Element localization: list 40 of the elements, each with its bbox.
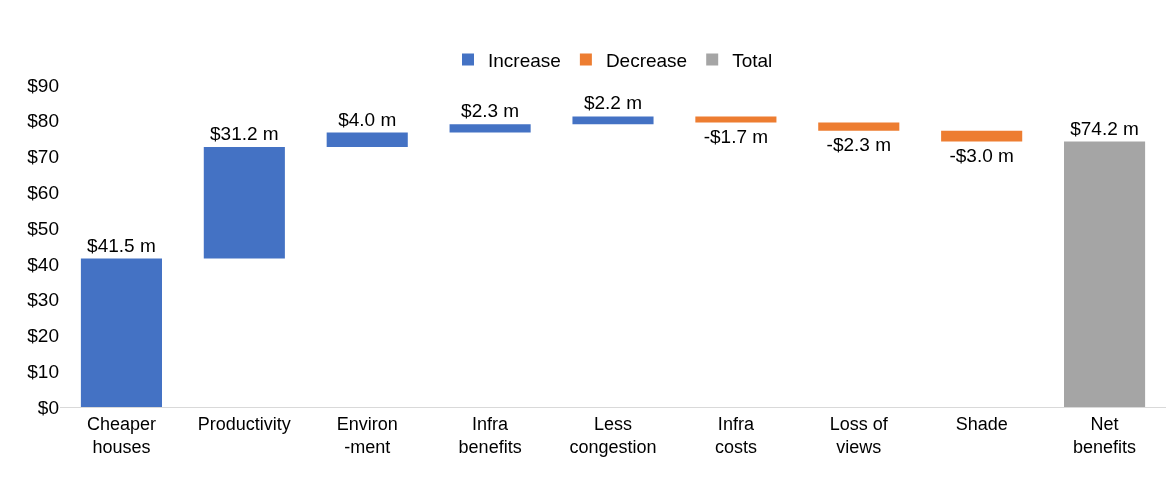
legend-label: Decrease bbox=[605, 49, 688, 71]
bar bbox=[1064, 141, 1146, 407]
x-tick-label: Less congestion bbox=[569, 413, 657, 457]
y-tick-label: $50 bbox=[27, 217, 59, 239]
bar bbox=[572, 116, 654, 125]
y-tick-label: $80 bbox=[27, 110, 59, 132]
bar bbox=[80, 258, 162, 407]
data-label: $4.0 m bbox=[338, 108, 397, 130]
y-tick-label: $90 bbox=[27, 74, 59, 96]
x-tick-label: Shade bbox=[955, 413, 1008, 434]
y-tick-label: $30 bbox=[27, 289, 59, 311]
bar bbox=[941, 130, 1023, 142]
data-label: -$2.3 m bbox=[826, 133, 891, 155]
x-tick-label: Loss of views bbox=[829, 413, 889, 457]
x-tick-label: Cheaper houses bbox=[86, 413, 156, 457]
data-label: $2.3 m bbox=[461, 100, 520, 122]
x-tick-label: Infra benefits bbox=[458, 413, 522, 457]
x-tick-label: Productivity bbox=[197, 413, 291, 434]
data-label: -$1.7 m bbox=[703, 125, 769, 147]
bar bbox=[695, 116, 777, 123]
y-tick-label: $10 bbox=[27, 360, 59, 382]
y-tick-label: $70 bbox=[27, 146, 59, 168]
bar bbox=[449, 124, 531, 133]
bar bbox=[203, 146, 285, 259]
legend-label: Total bbox=[732, 49, 773, 71]
x-tick-label: Net benefits bbox=[1073, 413, 1137, 457]
data-label: $2.2 m bbox=[583, 92, 643, 114]
y-tick-label: $40 bbox=[27, 253, 59, 275]
y-tick-label: $60 bbox=[27, 181, 59, 203]
data-label: $74.2 m bbox=[1070, 117, 1139, 139]
x-tick-label: Infra costs bbox=[714, 413, 757, 457]
y-tick-label: $0 bbox=[37, 396, 59, 418]
y-tick-label: $20 bbox=[27, 325, 59, 347]
data-label: $31.2 m bbox=[210, 122, 279, 144]
bar bbox=[326, 132, 408, 147]
x-tick-label: Environ -ment bbox=[336, 413, 398, 457]
data-label: $41.5 m bbox=[87, 234, 156, 256]
legend-label: Increase bbox=[488, 49, 561, 71]
bar bbox=[818, 122, 900, 131]
data-label: -$3.0 m bbox=[949, 144, 1014, 166]
